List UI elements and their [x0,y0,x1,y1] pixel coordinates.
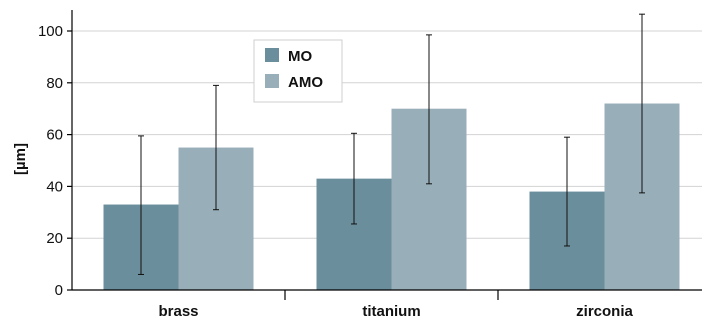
y-tick-label: 0 [55,282,63,299]
y-tick-label: 60 [46,127,63,144]
y-tick-label: 40 [46,178,63,195]
bars [103,103,680,291]
axes: 0 20 40 60 80 100 brass titanium zirconia [38,10,702,320]
legend-label-mo: MO [288,48,312,65]
legend-label-amo: AMO [288,74,323,91]
y-tick-label: 100 [38,23,63,40]
legend: MO AMO [253,39,343,103]
x-category-label: titanium [362,303,420,320]
y-tick-label: 20 [46,230,63,247]
y-tick-label: 80 [46,75,63,92]
legend-swatch-amo [265,74,279,88]
error-bars [138,13,645,275]
legend-swatch-mo [265,48,279,62]
x-category-label: zirconia [576,303,633,320]
y-axis-title: [µm] [12,143,29,175]
x-category-label: brass [158,303,198,320]
